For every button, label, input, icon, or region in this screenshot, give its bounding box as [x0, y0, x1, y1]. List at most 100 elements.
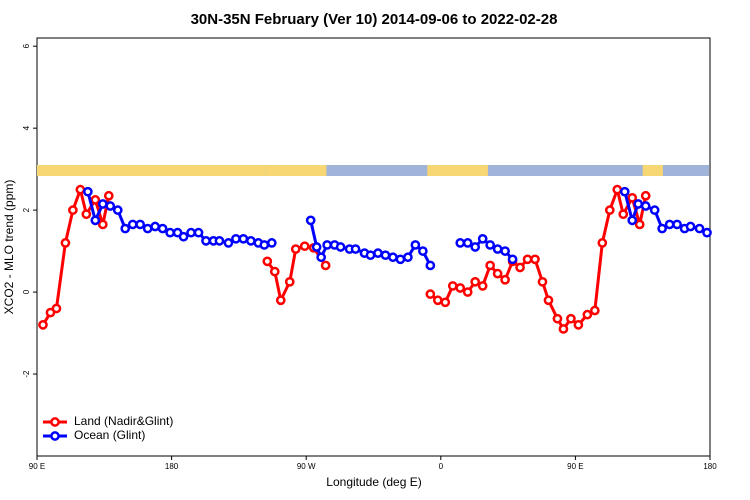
- point: [105, 201, 116, 211]
- point: [500, 274, 510, 285]
- point: [649, 205, 660, 215]
- x-axis-label: Longitude (deg E): [326, 475, 421, 489]
- point: [597, 238, 608, 248]
- point: [269, 266, 280, 277]
- legend-marker: [50, 431, 60, 441]
- point: [201, 236, 211, 246]
- point: [573, 320, 584, 330]
- point: [214, 236, 225, 246]
- point: [135, 219, 146, 230]
- point: [618, 209, 629, 220]
- y-tick-label: 6: [22, 43, 31, 48]
- point: [657, 223, 667, 234]
- point: [275, 295, 286, 306]
- point: [640, 190, 651, 201]
- point: [120, 223, 131, 234]
- x-tick-label: 180: [703, 462, 717, 471]
- point: [702, 227, 712, 238]
- point: [672, 219, 682, 230]
- point: [231, 233, 241, 244]
- point: [694, 223, 705, 234]
- point: [418, 246, 428, 256]
- point: [305, 215, 316, 226]
- legend-label: Land (Nadir&Glint): [74, 414, 173, 428]
- y-axis-label: XCO2 - MLO trend (ppm): [2, 180, 16, 315]
- point: [455, 238, 466, 248]
- point: [335, 242, 346, 252]
- point: [395, 254, 406, 265]
- point: [485, 260, 496, 271]
- point: [259, 240, 270, 250]
- point: [640, 201, 651, 211]
- point: [51, 303, 62, 314]
- y-tick-label: 2: [22, 207, 31, 212]
- point: [388, 252, 398, 263]
- point: [97, 219, 108, 230]
- point: [165, 227, 175, 238]
- point: [403, 252, 413, 263]
- point: [633, 199, 644, 209]
- point: [142, 223, 153, 234]
- x-tick-label: 90 E: [567, 462, 583, 471]
- point: [515, 262, 525, 273]
- legend-label: Ocean (Glint): [74, 428, 145, 442]
- point: [492, 268, 503, 279]
- point: [38, 320, 48, 330]
- point: [432, 295, 443, 306]
- point: [500, 246, 510, 256]
- point: [507, 254, 518, 265]
- point: [223, 238, 234, 248]
- point: [619, 186, 630, 197]
- point: [81, 209, 92, 220]
- point: [238, 233, 249, 244]
- point: [150, 221, 160, 232]
- point: [266, 238, 277, 248]
- point: [311, 242, 322, 252]
- point: [82, 186, 93, 197]
- point: [589, 305, 600, 316]
- ocean-strip: [38, 165, 709, 176]
- point: [103, 190, 114, 201]
- point: [425, 289, 436, 299]
- point: [492, 244, 503, 254]
- point: [558, 324, 569, 334]
- point: [112, 205, 123, 215]
- point: [470, 276, 481, 287]
- point: [320, 260, 331, 271]
- point: [90, 195, 101, 205]
- point: [582, 309, 593, 320]
- point: [75, 184, 86, 195]
- point: [178, 231, 189, 242]
- point: [316, 252, 327, 263]
- point: [477, 233, 488, 244]
- point: [552, 313, 563, 324]
- series-line: [86, 191, 708, 267]
- point: [299, 241, 310, 252]
- land-strip: [427, 165, 488, 176]
- point: [566, 313, 576, 324]
- point: [530, 254, 540, 265]
- point: [186, 227, 196, 238]
- point: [462, 238, 473, 248]
- point: [90, 215, 101, 226]
- x-tick-label: 90 W: [297, 462, 316, 471]
- point: [425, 260, 436, 271]
- land-strip: [265, 165, 327, 176]
- point: [410, 240, 421, 250]
- point: [634, 219, 645, 230]
- x-tick-label: 0: [439, 462, 444, 471]
- land-strip: [37, 165, 266, 176]
- point: [127, 219, 138, 230]
- point: [373, 248, 383, 258]
- point: [627, 215, 638, 226]
- point: [627, 192, 638, 203]
- point: [462, 287, 473, 297]
- chart-title: 30N-35N February (Ver 10) 2014-09-06 to …: [191, 11, 558, 28]
- point: [664, 219, 675, 230]
- point: [485, 240, 496, 250]
- x-tick-label: 90 E: [29, 462, 45, 471]
- point: [246, 236, 256, 246]
- point: [322, 240, 332, 250]
- point: [543, 295, 554, 306]
